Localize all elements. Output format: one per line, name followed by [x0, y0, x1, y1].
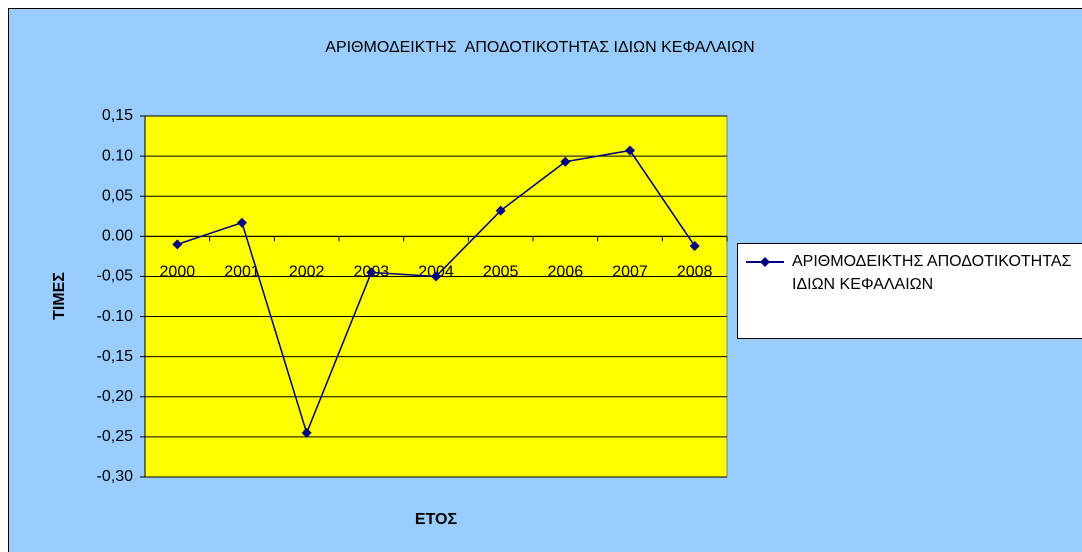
x-tick-label: 2001 — [224, 264, 260, 281]
data-point — [560, 156, 571, 167]
x-tick-label: 2008 — [677, 264, 713, 281]
legend: ΑΡΙΘΜΟΔΕΙΚΤΗΣ ΑΠΟΔΟΤΙΚΟΤΗΤΑΣ ΙΔΙΩΝ ΚΕΦΑΛ… — [737, 243, 1082, 339]
plot-area — [144, 115, 728, 478]
data-point — [172, 239, 183, 250]
y-tick-label: 0.10 — [102, 147, 133, 164]
data-point — [301, 427, 312, 438]
x-axis-label: ΕΤΟΣ — [415, 511, 458, 528]
data-point — [689, 240, 700, 251]
y-tick-label: 0,15 — [102, 107, 133, 124]
data-point — [237, 217, 247, 228]
data-point — [625, 145, 635, 156]
legend-swatch — [746, 257, 784, 267]
legend-label: ΑΡΙΘΜΟΔΕΙΚΤΗΣ ΑΠΟΔΟΤΙΚΟΤΗΤΑΣ ΙΔΙΩΝ ΚΕΦΑΛ… — [792, 253, 1072, 293]
y-tick-label: -0,05 — [97, 268, 134, 285]
y-tick-label: 0,05 — [102, 187, 133, 204]
data-point — [431, 271, 441, 282]
y-tick-label: 0.00 — [102, 228, 133, 245]
y-tick-label: -0,25 — [97, 428, 134, 445]
y-tick-label: -0,15 — [97, 348, 134, 365]
y-tick-label: -0,30 — [97, 468, 134, 485]
y-tick-label: -0,20 — [97, 388, 134, 405]
x-tick-label: 2000 — [160, 264, 196, 281]
data-point — [366, 267, 377, 278]
legend-marker — [760, 257, 770, 267]
chart-title: ΑΡΙΘΜΟΔΕΙΚΤΗΣ ΑΠΟΔΟΤΙΚΟΤΗΤΑΣ ΙΔΙΩΝ ΚΕΦΑΛ… — [325, 39, 754, 56]
x-tick-label: 2006 — [548, 264, 584, 281]
data-point — [495, 205, 506, 216]
y-tick-label: -0.10 — [97, 308, 134, 325]
x-tick-label: 2005 — [483, 264, 519, 281]
x-tick-label: 2007 — [612, 264, 648, 281]
y-axis-label: ΤΙΜΕΣ — [51, 272, 68, 320]
x-tick-label: 2002 — [289, 264, 325, 281]
